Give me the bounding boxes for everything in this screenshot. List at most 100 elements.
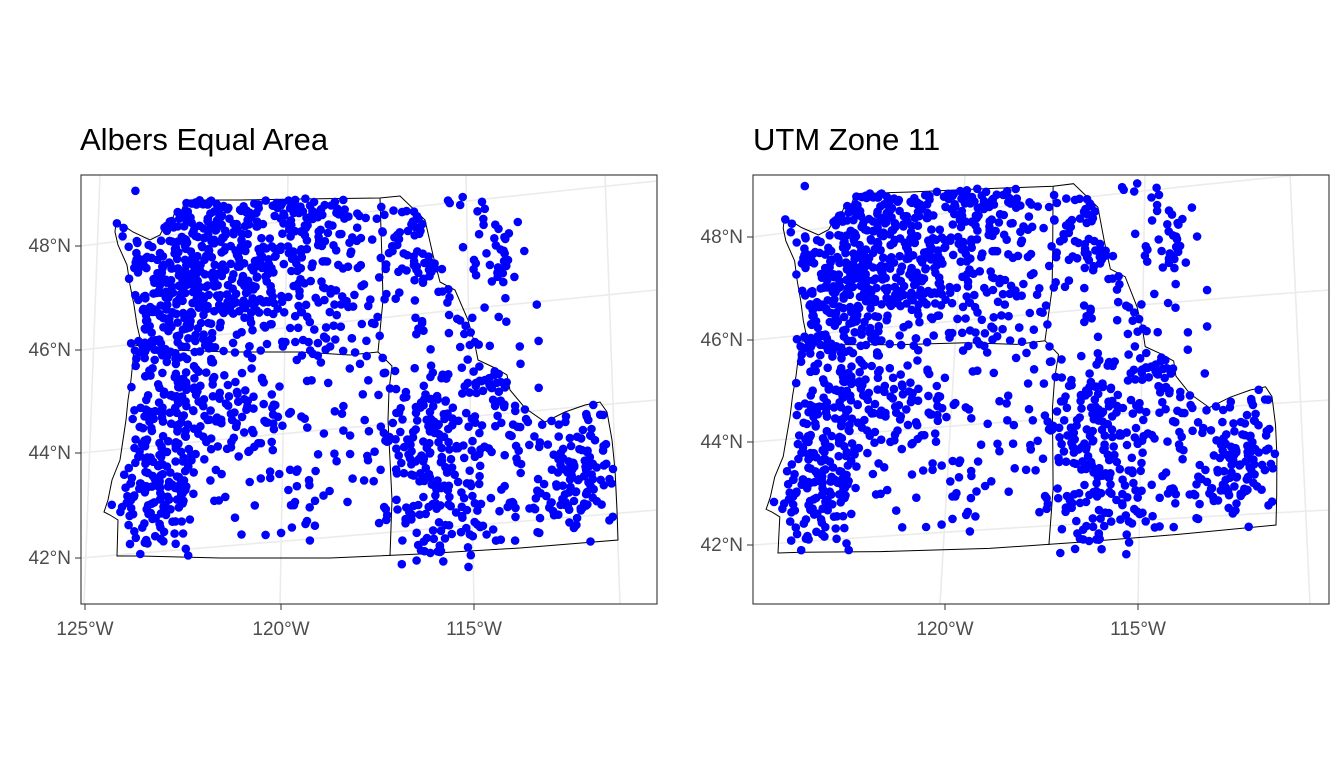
site-point (444, 310, 454, 320)
site-point (1094, 505, 1104, 515)
site-point (864, 253, 874, 263)
site-point (140, 412, 149, 421)
site-point (808, 386, 817, 396)
site-point (1113, 297, 1123, 307)
site-point (899, 222, 908, 231)
site-point (487, 277, 497, 286)
site-point (863, 312, 873, 321)
site-point (287, 220, 296, 230)
site-point (872, 283, 881, 293)
site-point (972, 336, 982, 346)
site-point (358, 390, 368, 399)
site-point (499, 277, 508, 287)
site-point (394, 234, 404, 244)
site-point (848, 259, 858, 269)
site-point (331, 335, 340, 344)
site-point (305, 317, 315, 327)
site-point (968, 367, 978, 376)
site-point (146, 508, 155, 518)
site-point (268, 445, 278, 455)
site-point (297, 412, 306, 421)
site-point (1033, 202, 1043, 211)
site-point (966, 493, 976, 503)
site-point (1110, 450, 1119, 460)
site-point (495, 506, 504, 516)
site-point (363, 455, 373, 465)
y-tick-label: 44°N (701, 432, 743, 453)
site-point (836, 421, 846, 431)
site-point (1251, 409, 1260, 419)
site-point (782, 466, 792, 476)
site-point (511, 512, 520, 522)
site-point (1212, 436, 1221, 445)
site-point (900, 238, 910, 248)
site-point (1132, 179, 1142, 188)
site-point (1202, 322, 1212, 331)
site-point (250, 442, 259, 452)
site-point (1104, 455, 1114, 465)
site-point (310, 521, 320, 530)
site-point (896, 370, 905, 379)
site-point (957, 245, 967, 254)
site-point (175, 214, 184, 223)
site-point (284, 409, 294, 418)
site-point (185, 311, 195, 321)
site-point (311, 293, 321, 303)
site-point (421, 390, 430, 399)
site-point (1213, 467, 1223, 477)
site-point (1175, 241, 1185, 251)
site-point (958, 237, 967, 247)
site-point (971, 328, 980, 337)
site-point (397, 207, 407, 217)
site-point (240, 394, 249, 404)
site-point (980, 329, 990, 338)
site-point (132, 255, 141, 264)
site-point (896, 301, 905, 311)
site-point (325, 486, 334, 496)
site-point (131, 290, 140, 300)
site-point (269, 419, 278, 428)
site-point (187, 450, 196, 459)
site-point (785, 517, 795, 526)
site-point (956, 222, 966, 232)
site-point (572, 432, 582, 442)
site-point (438, 287, 447, 296)
site-point (934, 311, 944, 320)
site-point (1107, 489, 1116, 499)
site-point (1138, 324, 1148, 334)
site-point (1017, 337, 1027, 347)
site-point (1070, 544, 1080, 554)
site-point (500, 249, 509, 258)
site-point (195, 347, 205, 356)
site-point (837, 386, 846, 396)
site-point (1047, 357, 1056, 366)
site-point (230, 408, 239, 417)
site-point (816, 477, 825, 487)
site-point (951, 202, 960, 211)
site-point (1060, 282, 1070, 292)
site-point (1071, 459, 1081, 469)
site-point (973, 226, 982, 235)
site-point (161, 293, 170, 302)
site-point (829, 403, 839, 412)
site-point (480, 375, 490, 385)
site-point (995, 446, 1004, 456)
site-point (998, 324, 1007, 334)
site-point (305, 536, 315, 545)
site-point (821, 522, 830, 532)
site-point (843, 461, 853, 470)
site-point (401, 387, 411, 397)
site-point (475, 362, 484, 371)
site-point (1088, 265, 1098, 275)
site-point (1106, 384, 1116, 394)
site-point (819, 393, 828, 403)
site-point (1218, 417, 1227, 427)
site-point (245, 477, 254, 487)
site-point (1062, 194, 1071, 203)
site-point (962, 195, 972, 204)
site-point (1107, 425, 1117, 434)
site-point (989, 368, 999, 378)
site-point (801, 515, 811, 524)
site-point (390, 366, 400, 376)
site-point (1010, 464, 1019, 473)
